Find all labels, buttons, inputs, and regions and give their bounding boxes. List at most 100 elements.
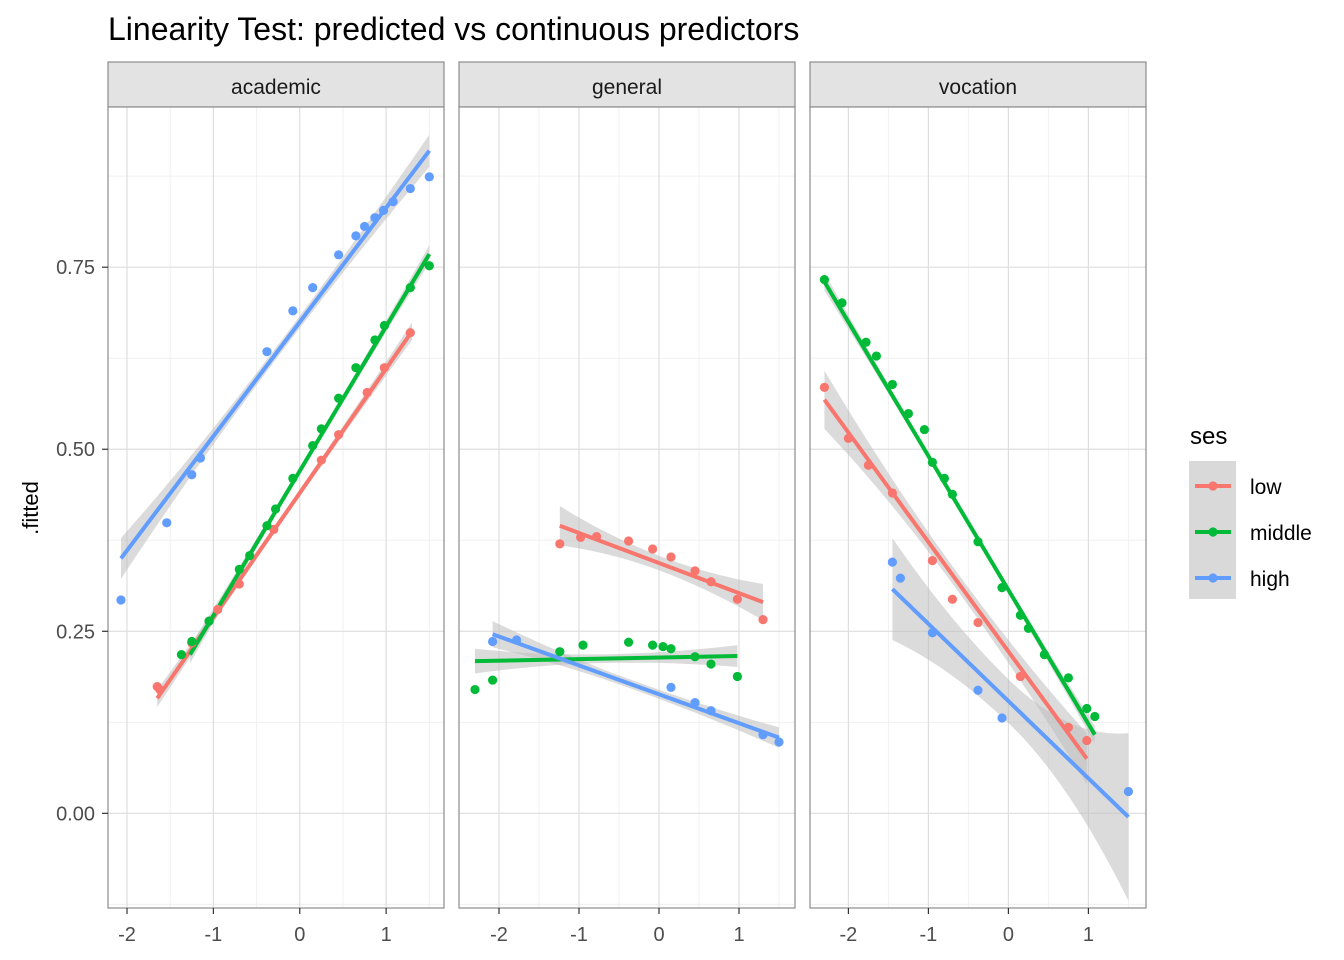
points-low — [819, 382, 1092, 746]
data-point — [758, 730, 768, 740]
points-middle — [470, 637, 743, 695]
data-point — [334, 393, 344, 403]
data-point — [555, 647, 565, 657]
facet-strip-label: vocation — [939, 76, 1017, 99]
data-point — [308, 441, 318, 451]
data-point — [162, 518, 172, 528]
data-point — [947, 594, 958, 604]
y-tick-label: 0.00 — [56, 803, 95, 825]
data-point — [861, 337, 871, 347]
x-tick-label: 0 — [653, 924, 664, 946]
x-tick-label: 0 — [1003, 924, 1014, 946]
data-point — [511, 635, 522, 645]
data-point — [648, 640, 658, 650]
y-tick-label: 0.50 — [56, 439, 95, 461]
data-point — [405, 183, 415, 194]
data-point — [666, 552, 676, 562]
data-point — [370, 335, 380, 345]
data-point — [270, 504, 281, 514]
y-axis-ticks: 0.00 0.25 0.50 0.75 — [56, 257, 108, 825]
data-point — [288, 306, 298, 316]
facet-strip-label: general — [592, 76, 662, 99]
x-tick-label: -2 — [118, 924, 136, 946]
panel-border — [458, 106, 796, 909]
points-high — [887, 557, 1133, 797]
legend-entry-high: high — [1195, 568, 1290, 591]
data-point — [288, 473, 298, 483]
data-point — [973, 617, 983, 628]
data-point — [887, 557, 898, 567]
data-point — [1090, 711, 1100, 722]
legend-entry-middle: middle — [1195, 522, 1312, 545]
data-point — [269, 524, 279, 534]
data-point — [1063, 722, 1073, 733]
panel-border — [809, 106, 1147, 909]
data-point — [690, 652, 700, 662]
points-high — [488, 635, 784, 747]
data-point — [1015, 671, 1025, 682]
data-point — [895, 573, 906, 583]
data-point — [555, 539, 565, 549]
data-point — [334, 430, 344, 440]
chart-title: Linearity Test: predicted vs continuous … — [108, 11, 799, 47]
data-point — [887, 379, 898, 390]
confidence-band-high — [892, 538, 1129, 901]
data-point — [1123, 786, 1133, 797]
points-high — [116, 172, 434, 605]
data-point — [939, 473, 950, 483]
legend-key-point — [1208, 481, 1218, 491]
facet-strip — [107, 61, 445, 108]
fit-line-high — [491, 632, 780, 740]
data-point — [488, 675, 498, 685]
panel-border — [107, 106, 445, 909]
data-point — [706, 706, 716, 716]
points-low — [555, 532, 768, 625]
x-tick-label: -2 — [840, 924, 858, 946]
facet-panel-vocation: vocation -2 -1 0 1 — [809, 61, 1147, 946]
data-point — [379, 320, 390, 331]
x-tick-label: 1 — [381, 924, 392, 946]
data-point — [819, 382, 830, 392]
data-point — [1015, 610, 1025, 620]
data-point — [919, 424, 930, 435]
facet-strip — [458, 61, 796, 108]
data-point — [262, 521, 272, 531]
data-point — [732, 671, 743, 682]
x-tick-label: -1 — [204, 924, 222, 946]
data-point — [592, 532, 602, 542]
data-point — [973, 685, 983, 695]
data-point — [424, 261, 434, 271]
data-point — [488, 636, 498, 647]
fit-line-middle — [188, 253, 432, 656]
legend-label: low — [1250, 476, 1282, 499]
facet-strip-label: academic — [231, 76, 321, 99]
data-point — [903, 408, 914, 419]
fit-line-low — [822, 398, 1089, 760]
legend-key-point — [1208, 573, 1218, 583]
data-point — [666, 644, 676, 654]
data-point — [116, 595, 126, 605]
data-point — [405, 328, 415, 338]
data-point — [732, 594, 743, 604]
data-point — [234, 579, 244, 589]
data-point — [187, 470, 197, 480]
legend-title: ses — [1190, 423, 1227, 450]
data-point — [837, 298, 847, 308]
x-tick-label: 1 — [733, 924, 744, 946]
data-point — [370, 213, 380, 223]
data-point — [706, 577, 716, 587]
fit-line-high — [891, 587, 1130, 819]
data-point — [388, 197, 398, 207]
legend-label: high — [1250, 568, 1290, 591]
data-point — [424, 172, 434, 182]
data-point — [176, 649, 187, 660]
y-tick-label: 0.25 — [56, 621, 95, 643]
data-point — [648, 544, 658, 554]
points-middle — [176, 261, 434, 660]
x-tick-label: -2 — [490, 924, 508, 946]
data-point — [470, 684, 480, 695]
data-point — [706, 659, 716, 669]
data-point — [973, 537, 983, 547]
x-tick-label: -1 — [570, 924, 588, 946]
data-point — [187, 636, 197, 647]
